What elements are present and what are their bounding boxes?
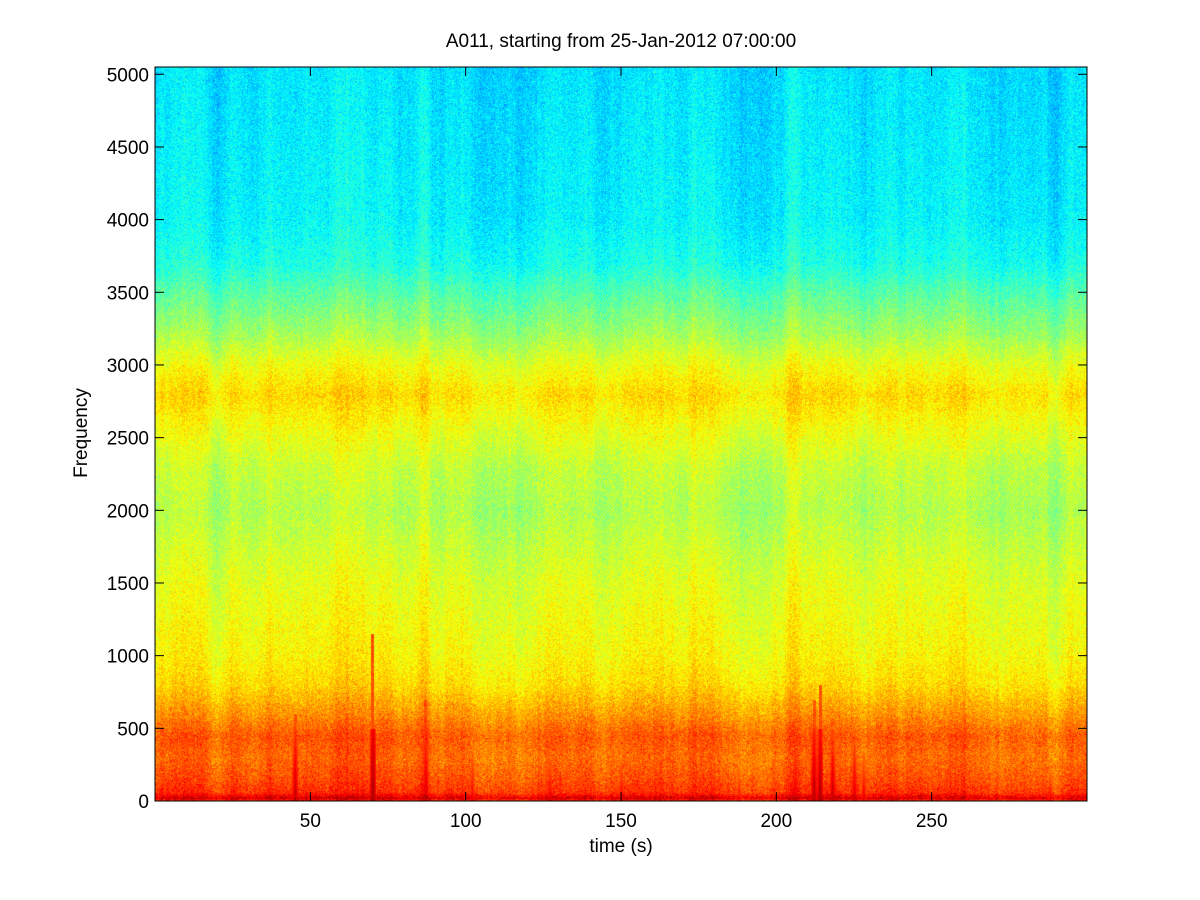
x-tick-label: 100 [450, 811, 482, 832]
x-axis-label: time (s) [589, 836, 653, 857]
spectrogram-heatmap [155, 67, 1087, 801]
y-tick-label: 4500 [107, 138, 149, 159]
y-tick-label: 0 [138, 792, 149, 813]
y-tick-label: 1000 [107, 647, 149, 668]
x-tick-label: 50 [300, 811, 321, 832]
y-tick-label: 1500 [107, 574, 149, 595]
y-tick-label: 5000 [107, 65, 149, 86]
y-tick-label: 4000 [107, 211, 149, 232]
chart-title: A011, starting from 25-Jan-2012 07:00:00 [445, 31, 797, 52]
x-tick-label: 200 [760, 811, 792, 832]
y-tick-label: 500 [117, 719, 149, 740]
y-axis-label: Frequency [71, 388, 92, 478]
x-tick-label: 250 [916, 811, 948, 832]
y-tick-label: 2500 [107, 429, 149, 450]
plot-frame [154, 66, 1088, 802]
y-tick-label: 2000 [107, 501, 149, 522]
y-tick-label: 3000 [107, 356, 149, 377]
y-tick-label: 3500 [107, 283, 149, 304]
x-tick-label: 150 [605, 811, 637, 832]
